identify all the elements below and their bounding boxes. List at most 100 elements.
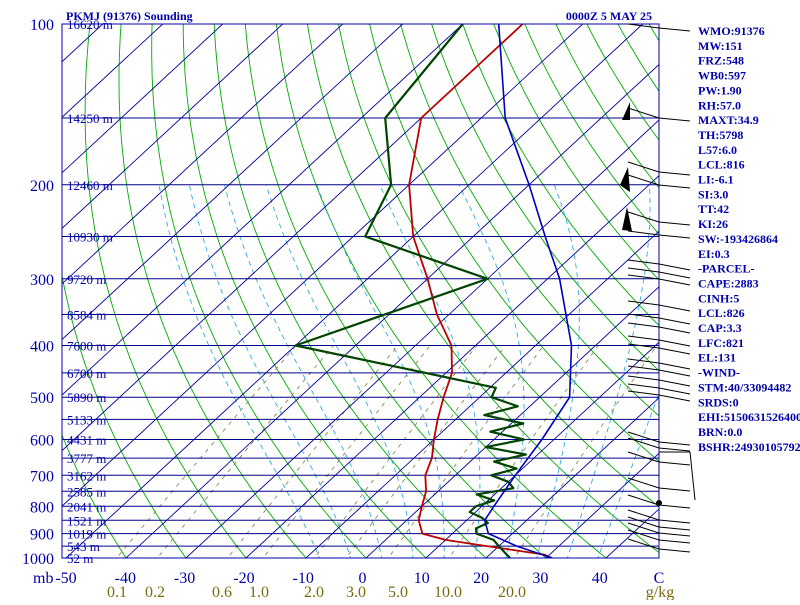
index-line: SW:-193426864 (698, 232, 778, 246)
wind-barb (659, 395, 690, 401)
wind-barb (659, 388, 690, 394)
height-label: 9720 m (67, 272, 106, 287)
pressure-unit-label: mb (33, 570, 53, 587)
wind-barb (659, 549, 690, 552)
pressure-label: 500 (30, 390, 54, 407)
wind-barb (659, 185, 690, 188)
pressure-label: 300 (30, 272, 54, 289)
index-line: MAXT:34.9 (698, 113, 759, 127)
mixing-ratio-label: 2.0 (304, 584, 324, 600)
wind-barb (659, 235, 690, 238)
wind-barb (659, 272, 690, 278)
index-line: BRN:0.0 (698, 425, 742, 439)
mixing-ratio-label: 20.0 (498, 584, 526, 600)
mixing-ratio-label: 0.2 (145, 584, 165, 600)
index-line: TH:5798 (698, 128, 743, 142)
index-line: CAP:3.3 (698, 321, 742, 335)
wind-barb (659, 222, 690, 225)
mixing-ratio-label: 3.0 (346, 584, 366, 600)
index-line: EI:0.3 (698, 247, 730, 261)
mixing-ratio-label: 1.0 (249, 584, 269, 600)
wind-barb (659, 540, 690, 543)
pressure-label: 400 (30, 339, 54, 356)
wind-barb (659, 348, 690, 354)
index-line: LFC:821 (698, 336, 744, 350)
temperature-tick-label: 30 (532, 570, 548, 587)
temperature-tick-label: 20 (473, 570, 489, 587)
height-label: 10930 m (67, 229, 113, 244)
index-line: LCL:826 (698, 306, 745, 320)
wind-barb (659, 363, 690, 369)
wind-barb (659, 28, 690, 31)
height-label: 7600 m (67, 339, 106, 354)
wind-barb (659, 448, 690, 451)
height-label: 3777 m (67, 451, 106, 466)
index-line: WMO:91376 (698, 24, 765, 38)
wind-barb (659, 305, 690, 311)
wind-barb (659, 327, 690, 333)
pressure-label: 600 (30, 433, 54, 450)
index-line: SRDS:0 (698, 395, 739, 409)
dry-adiabat (795, 12, 800, 569)
height-label: 14250 m (67, 111, 113, 126)
height-label: 2041 m (67, 499, 106, 514)
pressure-label: 900 (30, 527, 54, 544)
index-line: -PARCEL- (698, 262, 754, 276)
wind-barb (659, 118, 690, 121)
index-line: EHI:5150631526400 (698, 410, 800, 424)
index-line: STM:40/33094482 (698, 380, 791, 394)
wind-barb (659, 370, 690, 376)
index-line: WB0:597 (698, 69, 746, 83)
height-label: 5133 m (67, 412, 106, 427)
height-label: 8584 m (67, 308, 106, 323)
wind-barb (659, 318, 690, 324)
pressure-label: 200 (30, 178, 54, 195)
wind-barb (659, 527, 690, 530)
mixing-ratio-label: 0.1 (107, 584, 127, 600)
temperature-tick-label: 10 (414, 570, 430, 587)
index-line: RH:57.0 (698, 98, 741, 112)
dry-adiabat (734, 12, 800, 569)
wind-barb (659, 340, 690, 346)
index-line: CINH:5 (698, 291, 739, 305)
index-line: TT:42 (698, 202, 729, 216)
wind-barb (659, 264, 690, 270)
height-label: 2585 m (67, 484, 106, 499)
wind-barb (659, 505, 690, 508)
index-line: -WIND- (698, 366, 740, 380)
mixing-ratio-label: 0.6 (212, 584, 232, 600)
index-line: LI:-6.1 (698, 173, 734, 187)
mixing-ratio-label: 10.0 (434, 584, 462, 600)
index-line: CAPE:2883 (698, 276, 759, 290)
index-line: PW:1.90 (698, 83, 742, 97)
wind-barb (659, 520, 690, 523)
wind-calm-marker (656, 500, 662, 506)
index-line: EL:131 (698, 351, 736, 365)
wind-barb (659, 488, 690, 491)
index-line: MW:151 (698, 39, 743, 53)
height-label: 5890 m (67, 390, 106, 405)
pressure-label: 1000 (22, 551, 54, 568)
mixing-ratio-label: g/kg (646, 584, 674, 600)
sounding-time: 0000Z 5 MAY 25 (566, 9, 652, 23)
pressure-label: 800 (30, 499, 54, 516)
index-line: BSHR:24930105792 (698, 440, 800, 454)
wind-barb (659, 380, 690, 386)
wind-barb (659, 279, 690, 285)
mixing-ratio-label: 5.0 (388, 584, 408, 600)
index-line: SI:3.0 (698, 187, 728, 201)
height-label: 12460 m (67, 178, 113, 193)
height-label: 52 m (67, 551, 93, 566)
height-label: 6700 m (67, 366, 106, 381)
index-line: FRZ:548 (698, 54, 744, 68)
wind-barb (659, 442, 690, 445)
height-label: 4431 m (67, 433, 106, 448)
indices-panel: WMO:91376MW:151FRZ:548WB0:597PW:1.90RH:5… (698, 24, 800, 454)
pressure-label: 700 (30, 468, 54, 485)
temperature-tick-label: -50 (55, 570, 76, 587)
index-line: KI:26 (698, 217, 728, 231)
pressure-label: 100 (30, 17, 54, 34)
wind-barb (659, 462, 690, 465)
